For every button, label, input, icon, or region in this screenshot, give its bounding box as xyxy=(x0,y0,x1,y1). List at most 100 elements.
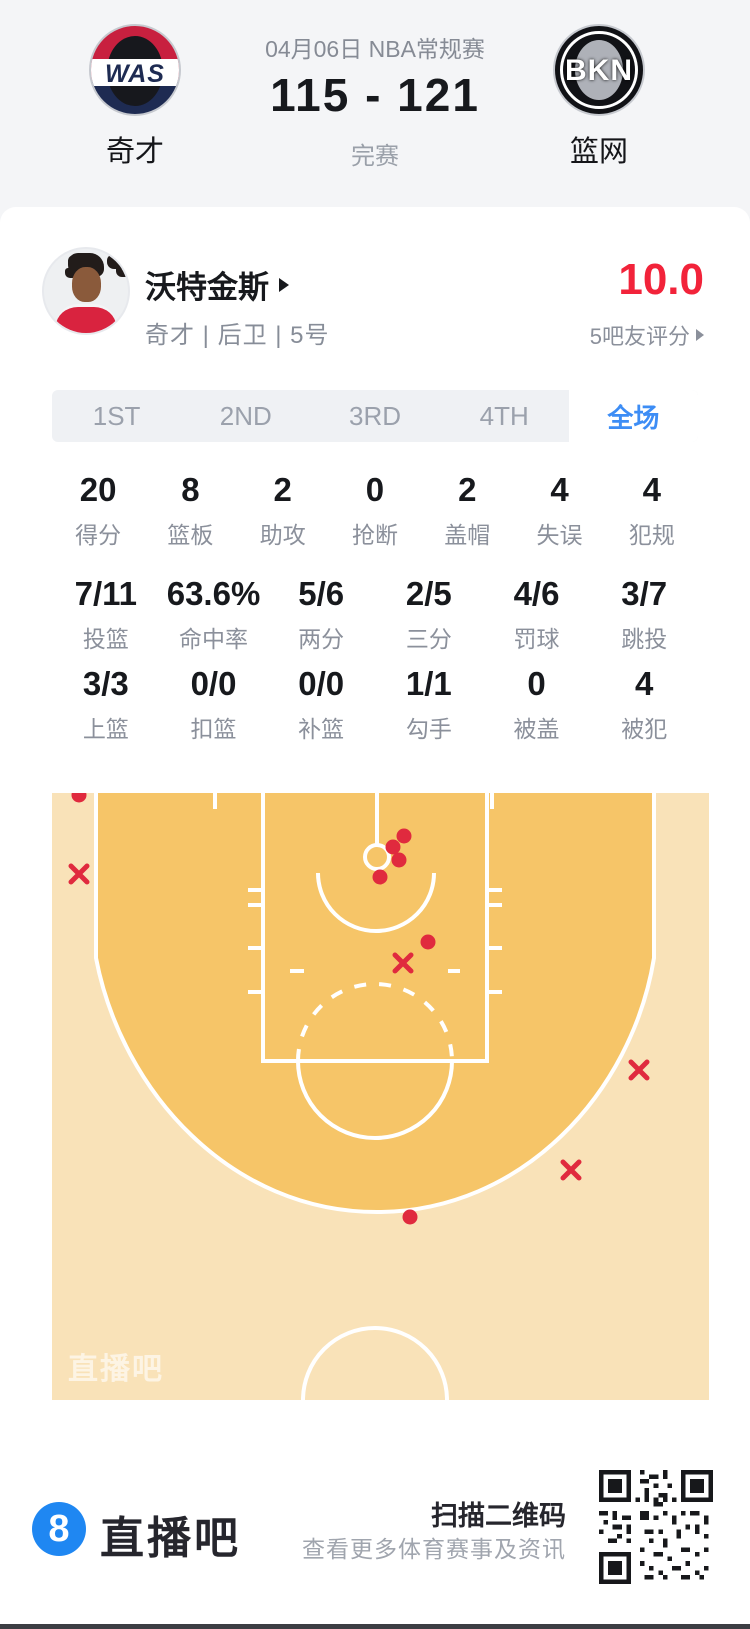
stat-跳投: 3/7 跳投 xyxy=(590,574,698,654)
stat-犯规: 4 犯规 xyxy=(606,470,698,550)
home-team[interactable]: WAS 奇才 xyxy=(80,24,190,170)
baseline-ticks xyxy=(213,793,494,809)
stat-value: 7/11 xyxy=(74,575,138,612)
stat-label: 扣篮 xyxy=(190,716,237,742)
shot-chart: 直播吧 xyxy=(52,793,709,1400)
tab-4TH[interactable]: 4TH xyxy=(479,400,529,431)
match-date: 04月06日 NBA常规赛 xyxy=(265,36,485,62)
stat-value: 2 xyxy=(458,471,477,508)
stat-命中率: 63.6% 命中率 xyxy=(160,574,268,654)
stat-label: 补篮 xyxy=(298,716,345,742)
made-shot-marker xyxy=(391,852,407,868)
stat-label: 篮板 xyxy=(167,522,214,548)
stats-row-main: 20 得分 8 篮板 2 助攻 0 抢断 2 盖帽 4 失误 4 犯规 xyxy=(52,470,698,550)
stat-label: 失误 xyxy=(536,522,583,548)
stat-label: 跳投 xyxy=(621,626,668,652)
stat-label: 抢断 xyxy=(351,522,398,548)
zhibo8-logo-icon: 8 xyxy=(32,1502,86,1556)
away-team-name: 篮网 xyxy=(569,136,628,168)
qr-code xyxy=(599,1470,713,1584)
player-rating: 10.0 xyxy=(618,255,704,304)
tab-全场[interactable]: 全场 xyxy=(568,390,698,442)
stat-value: 4/6 xyxy=(513,575,560,612)
stat-value: 2 xyxy=(273,471,292,508)
qr-scan-subtitle: 查看更多体育赛事及资讯 xyxy=(302,1536,566,1562)
stat-盖帽: 2 盖帽 xyxy=(421,470,513,550)
away-team[interactable]: BKN 篮网 xyxy=(544,24,654,170)
shot-markers xyxy=(68,793,650,1225)
avatar-face xyxy=(72,267,101,302)
player-meta: 奇才 | 后卫 | 5号 xyxy=(145,322,330,349)
rating-caption: 5吧友评分 xyxy=(589,324,690,349)
stat-value: 0 xyxy=(365,471,385,508)
stats-row-shooting: 7/11 投篮 63.6% 命中率 5/6 两分 2/5 三分 4/6 罚球 3/7 跳投 xyxy=(52,574,698,654)
tab-1ST[interactable]: 1ST xyxy=(92,400,141,431)
paint-lane xyxy=(261,793,489,1063)
made-shot-marker xyxy=(372,869,388,885)
stat-助攻: 2 助攻 xyxy=(237,470,329,550)
wizards-logo-icon: WAS xyxy=(89,24,181,116)
stat-label: 勾手 xyxy=(405,716,452,742)
stat-label: 上篮 xyxy=(82,716,129,742)
rating-caption-button[interactable]: 5吧友评分 xyxy=(590,319,704,351)
free-throw-circle-solid xyxy=(296,1060,454,1140)
brand-name: 直播吧 xyxy=(100,1514,241,1563)
stat-被盖: 0 被盖 xyxy=(483,664,591,744)
wizards-logo-abbr: WAS xyxy=(105,60,165,88)
stat-被犯: 4 被犯 xyxy=(590,664,698,744)
missed-shot-marker xyxy=(68,863,90,885)
restricted-area-arc xyxy=(316,872,436,933)
stat-value: 63.6% xyxy=(166,575,261,612)
stat-value: 3/3 xyxy=(82,665,129,702)
stat-label: 被盖 xyxy=(513,716,560,742)
missed-shot-marker xyxy=(560,1159,582,1181)
stat-value: 4 xyxy=(550,471,569,508)
made-shot-marker xyxy=(71,793,87,803)
zhibo8-logo-glyph: 8 xyxy=(48,1507,70,1550)
bottom-strip xyxy=(0,1624,750,1629)
stat-value: 3/7 xyxy=(621,575,668,612)
stat-value: 2/5 xyxy=(405,575,452,612)
shot-chart-court xyxy=(52,793,709,1400)
stat-label: 命中率 xyxy=(179,626,248,652)
stat-value: 0/0 xyxy=(190,665,237,702)
chevron-right-small-icon xyxy=(696,329,704,341)
stat-label: 犯规 xyxy=(628,522,675,548)
tab-2ND[interactable]: 2ND xyxy=(219,400,272,431)
stat-label: 盖帽 xyxy=(444,522,491,548)
player-name: 沃特金斯 xyxy=(145,270,269,305)
stat-label: 三分 xyxy=(405,626,452,652)
stat-label: 助攻 xyxy=(259,522,306,548)
center-circle-arc xyxy=(301,1326,449,1400)
stat-罚球: 4/6 罚球 xyxy=(483,574,591,654)
nets-logo-icon: BKN xyxy=(553,24,645,116)
tab-3RD[interactable]: 3RD xyxy=(349,400,402,431)
stat-value: 5/6 xyxy=(298,575,345,612)
quarter-tabs: 1ST 2ND 3RD 4TH 全场 xyxy=(52,390,698,442)
court-inner-area xyxy=(96,793,654,1212)
chevron-right-icon xyxy=(279,277,289,292)
stat-三分: 2/5 三分 xyxy=(375,574,483,654)
missed-shot-marker xyxy=(392,952,414,974)
stat-label: 两分 xyxy=(298,626,345,652)
court-watermark: 直播吧 xyxy=(68,1353,164,1386)
match-score: 115 - 121 xyxy=(270,69,480,121)
player-name-button[interactable]: 沃特金斯 xyxy=(145,262,289,307)
made-shot-marker xyxy=(396,828,412,844)
made-shot-marker xyxy=(420,934,436,950)
stat-value: 8 xyxy=(181,471,200,508)
stat-得分: 20 得分 xyxy=(52,470,144,550)
stat-value: 1/1 xyxy=(405,665,452,702)
stat-value: 0/0 xyxy=(298,665,345,702)
stat-value: 4 xyxy=(642,471,661,508)
court-lines xyxy=(94,793,656,1400)
stat-补篮: 0/0 补篮 xyxy=(267,664,375,744)
lane-hash-marks xyxy=(248,888,502,994)
qr-modules xyxy=(599,1470,713,1584)
stat-value: 4 xyxy=(635,665,654,702)
stat-投篮: 7/11 投篮 xyxy=(52,574,160,654)
made-shot-marker xyxy=(385,839,401,855)
free-throw-circle-dashed xyxy=(296,982,454,1062)
wizards-logo-band xyxy=(91,59,179,86)
